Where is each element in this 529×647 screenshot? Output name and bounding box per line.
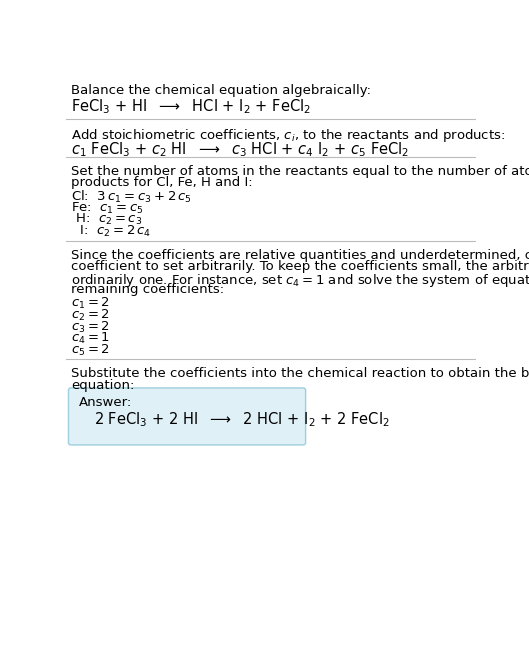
Text: coefficient to set arbitrarily. To keep the coefficients small, the arbitrary va: coefficient to set arbitrarily. To keep … [71,260,529,273]
Text: Answer:: Answer: [78,397,132,410]
Text: remaining coefficients:: remaining coefficients: [71,283,224,296]
Text: $c_1 = 2$: $c_1 = 2$ [71,296,110,311]
Text: $c_1$ FeCl$_3$ + $c_2$ HI  $\longrightarrow$  $c_3$ HCl + $c_4$ I$_2$ + $c_5$ Fe: $c_1$ FeCl$_3$ + $c_2$ HI $\longrightarr… [71,140,409,159]
Text: equation:: equation: [71,378,134,391]
Text: Substitute the coefficients into the chemical reaction to obtain the balanced: Substitute the coefficients into the che… [71,367,529,380]
Text: products for Cl, Fe, H and I:: products for Cl, Fe, H and I: [71,176,252,189]
Text: 2 FeCl$_3$ + 2 HI  $\longrightarrow$  2 HCl + I$_2$ + 2 FeCl$_2$: 2 FeCl$_3$ + 2 HI $\longrightarrow$ 2 HC… [94,410,390,429]
Text: Balance the chemical equation algebraically:: Balance the chemical equation algebraica… [71,84,371,97]
Text: $c_4 = 1$: $c_4 = 1$ [71,331,110,346]
Text: ordinarily one. For instance, set $c_4 = 1$ and solve the system of equations fo: ordinarily one. For instance, set $c_4 =… [71,272,529,289]
Text: FeCl$_3$ + HI  $\longrightarrow$  HCl + I$_2$ + FeCl$_2$: FeCl$_3$ + HI $\longrightarrow$ HCl + I$… [71,98,311,116]
FancyBboxPatch shape [68,388,306,445]
Text: Set the number of atoms in the reactants equal to the number of atoms in the: Set the number of atoms in the reactants… [71,164,529,178]
Text: Cl:  $3\,c_1 = c_3 + 2\,c_5$: Cl: $3\,c_1 = c_3 + 2\,c_5$ [71,190,191,205]
Text: H:  $c_2 = c_3$: H: $c_2 = c_3$ [71,212,142,228]
Text: Add stoichiometric coefficients, $c_i$, to the reactants and products:: Add stoichiometric coefficients, $c_i$, … [71,127,505,144]
Text: I:  $c_2 = 2\,c_4$: I: $c_2 = 2\,c_4$ [71,224,151,239]
Text: Since the coefficients are relative quantities and underdetermined, choose a: Since the coefficients are relative quan… [71,248,529,261]
Text: Fe:  $c_1 = c_5$: Fe: $c_1 = c_5$ [71,201,143,216]
Text: $c_2 = 2$: $c_2 = 2$ [71,308,110,323]
Text: $c_3 = 2$: $c_3 = 2$ [71,320,110,334]
Text: $c_5 = 2$: $c_5 = 2$ [71,342,110,358]
